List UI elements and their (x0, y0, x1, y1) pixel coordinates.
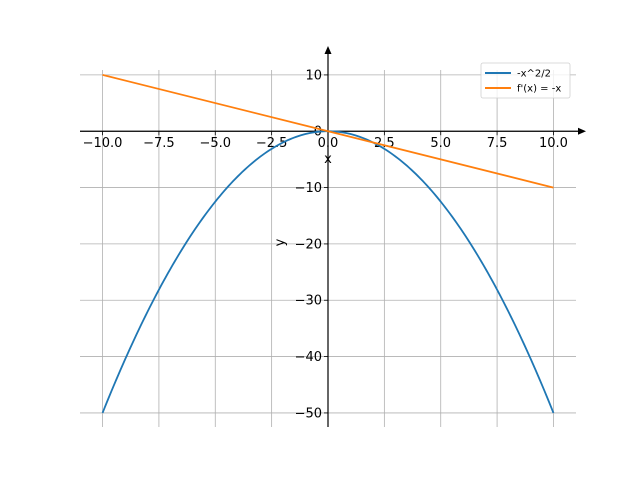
x-tick-label: 0.0 (318, 136, 339, 151)
x-tick-label: 7.5 (487, 136, 508, 151)
x-tick-label: −10.0 (83, 136, 123, 151)
x-axis-label: x (324, 152, 332, 167)
y-axis-label: y (273, 238, 288, 246)
legend-label-1: f'(x) = -x (517, 84, 561, 95)
y-tick-label: −20 (295, 237, 322, 252)
x-axis-arrow-icon (578, 127, 586, 135)
series-line-1 (102, 74, 554, 189)
x-tick-label: 5.0 (430, 136, 451, 151)
ticks: −10.0 −7.5 −5.0 −2.5 0.0 2.5 5.0 7.5 10.0100−10−… (83, 68, 568, 421)
x-tick-label: −2.5 (256, 136, 288, 151)
legend: -x^2/2 f'(x) = -x (480, 62, 571, 99)
y-tick-label: −30 (295, 294, 322, 309)
x-tick-label: −7.5 (143, 136, 175, 151)
x-tick-label: 10.0 (539, 136, 568, 151)
y-tick-label: −40 (295, 350, 322, 365)
series-layer (101, 74, 555, 414)
legend-label-0: -x^2/2 (517, 69, 551, 80)
legend-box (480, 62, 571, 99)
y-tick-label: −10 (295, 181, 322, 196)
y-tick-label: −50 (295, 406, 322, 421)
x-tick-label: −5.0 (199, 136, 231, 151)
y-tick-label: 10 (305, 68, 322, 83)
y-axis-arrow-icon (324, 46, 332, 54)
axes (80, 46, 586, 427)
